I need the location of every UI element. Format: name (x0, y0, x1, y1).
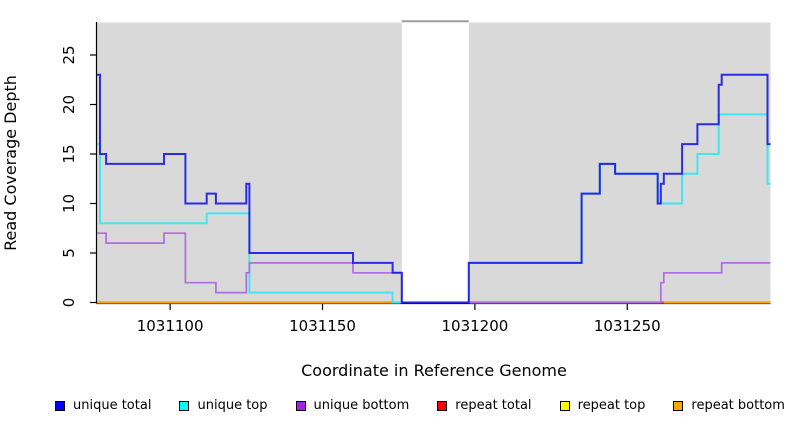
x-axis-title: Coordinate in Reference Genome (301, 361, 567, 380)
legend-item-repeat-bottom: repeat bottom (673, 398, 785, 413)
legend-label: unique top (197, 398, 268, 413)
legend-item-unique-total: unique total (55, 398, 151, 413)
x-tick-label: 1031150 (289, 317, 356, 335)
plot-area-right (468, 22, 771, 304)
legend-swatch-repeat-top (559, 400, 570, 411)
y-axis-title: Read Coverage Depth (1, 75, 20, 251)
legend-label: repeat total (455, 398, 532, 413)
legend-swatch-unique-bottom (295, 400, 306, 411)
legend-label: repeat bottom (691, 398, 785, 413)
legend: unique total unique top unique bottom repea… (55, 398, 785, 413)
x-tick-label: 1031200 (441, 317, 508, 335)
legend-swatch-repeat-bottom (673, 400, 684, 411)
series-unique-bottom-line (97, 232, 771, 304)
legend-item-repeat-top: repeat top (559, 398, 646, 413)
y-tick-label: 10 (60, 194, 78, 213)
legend-label: unique total (73, 398, 152, 413)
x-tick-label: 1031250 (594, 317, 661, 335)
legend-swatch-repeat-total (437, 400, 448, 411)
y-tick-label: 0 (60, 298, 78, 308)
legend-swatch-unique-top (179, 400, 190, 411)
y-tick-label: 5 (60, 248, 78, 258)
y-tick-label: 20 (60, 95, 78, 114)
legend-label: repeat top (577, 398, 646, 413)
series-unique-total-line (97, 73, 771, 304)
y-tick-label: 15 (60, 144, 78, 163)
y-tick-label: 25 (60, 45, 78, 64)
legend-item-repeat-total: repeat total (437, 398, 532, 413)
legend-label: unique bottom (313, 398, 410, 413)
x-tick-label: 1031100 (137, 317, 204, 335)
legend-item-unique-bottom: unique bottom (295, 398, 410, 413)
legend-swatch-unique-total (55, 400, 65, 411)
legend-item-unique-top: unique top (179, 398, 268, 413)
